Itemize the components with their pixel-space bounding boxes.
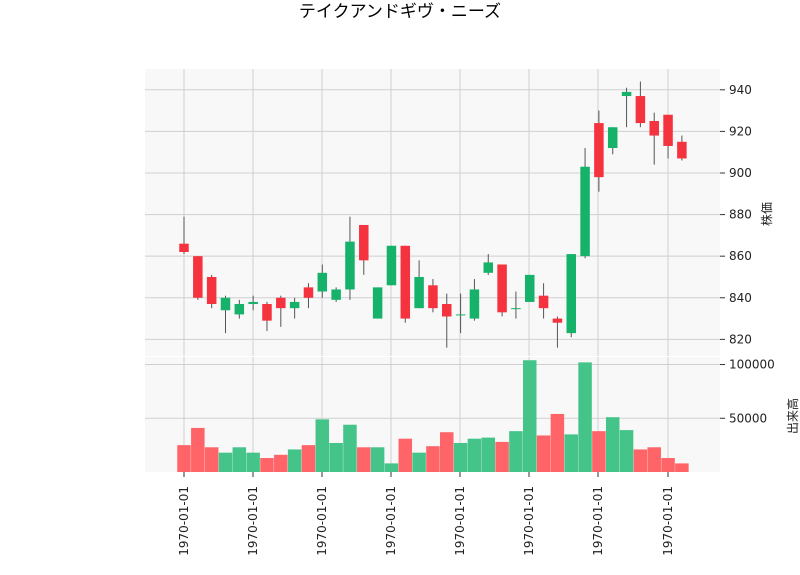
volume-bar bbox=[246, 452, 260, 472]
candle-body bbox=[276, 297, 286, 309]
candle-body bbox=[386, 245, 397, 286]
price-tick-label: 860 bbox=[729, 249, 752, 263]
candle-body bbox=[621, 91, 632, 97]
volume-bar bbox=[647, 447, 661, 472]
candle-body bbox=[663, 114, 673, 146]
candle-body bbox=[317, 272, 328, 292]
candle-body bbox=[442, 304, 452, 317]
volume-bar bbox=[523, 360, 537, 472]
candle-body bbox=[206, 276, 217, 305]
x-tick-label: 1970-01-01 bbox=[384, 486, 398, 556]
price-axis-label: 株価 bbox=[759, 202, 774, 226]
candle-body bbox=[607, 127, 618, 149]
volume-tick-label: 100000 bbox=[729, 358, 775, 372]
candle-body bbox=[455, 314, 466, 316]
x-tick-label: 1970-01-01 bbox=[246, 486, 260, 556]
volume-bar bbox=[204, 447, 219, 472]
candle-body bbox=[580, 166, 590, 257]
candle-body bbox=[331, 289, 341, 300]
candle-body bbox=[414, 276, 424, 309]
candle-body bbox=[220, 297, 231, 311]
volume-bar bbox=[191, 427, 205, 472]
candle-body bbox=[635, 96, 646, 124]
volume-bar bbox=[398, 438, 413, 472]
candle-body bbox=[372, 287, 383, 319]
x-tick-label: 1970-01-01 bbox=[522, 486, 536, 556]
candle-body bbox=[262, 304, 272, 321]
candle-body bbox=[525, 274, 535, 302]
candle-body bbox=[469, 289, 480, 319]
candle-body bbox=[289, 301, 300, 309]
candle-body bbox=[594, 123, 604, 178]
candle-body bbox=[345, 241, 355, 290]
volume-bar bbox=[384, 463, 399, 472]
volume-bar bbox=[536, 435, 551, 472]
volume-bar bbox=[370, 447, 385, 472]
candle-body bbox=[359, 224, 369, 261]
candle-body bbox=[497, 264, 507, 313]
volume-bar bbox=[232, 447, 247, 472]
volume-bar bbox=[550, 413, 565, 472]
candle-body bbox=[538, 295, 549, 309]
candle-body bbox=[649, 120, 659, 136]
volume-axis-label: 出来高 bbox=[785, 398, 800, 434]
price-tick-label: 880 bbox=[729, 208, 752, 222]
volume-bar bbox=[619, 430, 634, 472]
candle-body bbox=[483, 262, 494, 273]
chart-title: テイクアンドギヴ・ニーズ bbox=[299, 2, 501, 22]
volume-tick-label: 50000 bbox=[729, 411, 767, 425]
volume-bar bbox=[592, 431, 606, 472]
x-tick-label: 1970-01-01 bbox=[177, 486, 191, 556]
volume-bar bbox=[633, 449, 648, 472]
x-axis: 1970-01-01 1970-01-01 1970-01-01 1970-01-01… bbox=[177, 472, 675, 556]
volume-bar bbox=[675, 463, 689, 472]
price-tick-label: 820 bbox=[729, 332, 752, 346]
x-tick-label: 1970-01-01 bbox=[315, 486, 329, 556]
volume-bar bbox=[274, 454, 288, 472]
volume-bar bbox=[495, 441, 509, 472]
volume-bar bbox=[287, 449, 302, 472]
volume-bar bbox=[315, 419, 330, 472]
candle-body bbox=[234, 304, 245, 315]
volume-bar bbox=[509, 431, 523, 472]
candle-body bbox=[552, 318, 563, 323]
volume-bar bbox=[329, 442, 343, 472]
x-tick-label: 1970-01-01 bbox=[453, 486, 467, 556]
volume-bar bbox=[301, 445, 316, 472]
volume-bar bbox=[177, 445, 191, 472]
volume-bar bbox=[343, 424, 357, 472]
price-panel-background bbox=[145, 69, 720, 356]
volume-bar bbox=[357, 447, 371, 472]
volume-bar bbox=[481, 437, 496, 472]
volume-panel: 50000 100000 bbox=[145, 357, 775, 472]
candle-body bbox=[677, 141, 687, 159]
price-panel: 820 840 860 880 900 920 940 bbox=[145, 69, 752, 356]
volume-bar bbox=[426, 446, 440, 472]
volume-bar bbox=[564, 434, 578, 472]
volume-bar bbox=[260, 458, 274, 472]
volume-bar bbox=[453, 442, 468, 472]
volume-bar bbox=[440, 432, 454, 472]
volume-bar bbox=[467, 438, 482, 472]
price-tick-label: 900 bbox=[729, 166, 752, 180]
volume-bar bbox=[218, 452, 233, 472]
price-tick-label: 920 bbox=[729, 124, 752, 138]
candle-body bbox=[179, 243, 189, 253]
candle-body bbox=[248, 301, 258, 305]
volume-bar bbox=[578, 362, 592, 472]
candle-body bbox=[303, 287, 314, 298]
volume-bar bbox=[605, 417, 620, 472]
candle-body bbox=[566, 254, 576, 334]
candle-body bbox=[193, 256, 203, 298]
candle-body bbox=[400, 245, 411, 319]
volume-bar bbox=[412, 452, 426, 472]
volume-bar bbox=[661, 458, 675, 472]
price-tick-label: 840 bbox=[729, 291, 752, 305]
price-tick-label: 940 bbox=[729, 83, 752, 97]
x-tick-label: 1970-01-01 bbox=[591, 486, 605, 556]
candle-body bbox=[428, 285, 438, 309]
candle-body bbox=[511, 308, 521, 310]
x-tick-label: 1970-01-01 bbox=[661, 486, 675, 556]
